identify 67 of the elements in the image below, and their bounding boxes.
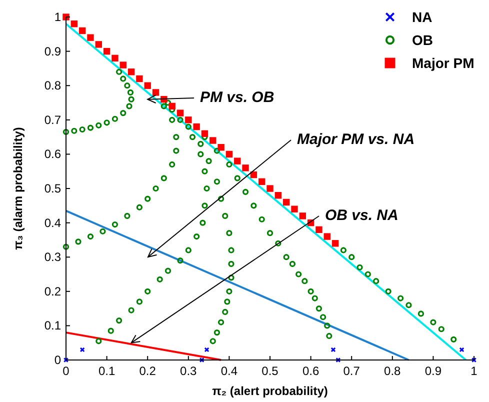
- point: [78, 27, 86, 34]
- x-tick-label: 0.8: [384, 364, 402, 378]
- y-tick-label: 0.9: [44, 44, 62, 58]
- point: [234, 158, 241, 164]
- point: [332, 240, 339, 247]
- point: [330, 347, 336, 352]
- x-tick-label: 0.9: [424, 364, 442, 378]
- point: [120, 62, 126, 68]
- point: [266, 185, 274, 192]
- x-tick-label: 1: [470, 364, 478, 378]
- y-tick-label: 0.5: [44, 182, 62, 196]
- point: [282, 198, 290, 206]
- y-tick-label: 0.2: [44, 284, 62, 298]
- y-tick-label: 0.6: [44, 147, 62, 162]
- point: [168, 102, 176, 110]
- x-tick-label: 0.4: [220, 364, 238, 378]
- point: [136, 75, 143, 82]
- y-tick-label: 0: [54, 353, 62, 367]
- point: [152, 89, 160, 96]
- point: [459, 347, 464, 352]
- point: [176, 110, 184, 116]
- x-tick-label: 0.3: [180, 364, 198, 378]
- point: [336, 357, 341, 363]
- legend-label: OB: [412, 32, 433, 48]
- y-tick-label: 1: [54, 10, 62, 24]
- x-tick-label: 0.5: [262, 364, 279, 378]
- x-axis-title: π₂ (alert probability): [212, 384, 328, 398]
- point: [258, 178, 266, 185]
- point: [204, 347, 210, 352]
- point: [128, 68, 135, 76]
- x-tick-label: 0.6: [302, 364, 320, 378]
- x-tick-label: 0.7: [343, 364, 360, 378]
- point: [70, 20, 78, 28]
- annotation: Major PM vs. NA: [297, 131, 415, 148]
- point: [324, 233, 330, 240]
- y-tick-label: 0.4: [44, 216, 62, 230]
- point: [103, 48, 110, 55]
- point: [291, 206, 298, 212]
- point: [87, 34, 94, 41]
- point: [210, 137, 216, 144]
- point: [274, 192, 282, 199]
- point: [95, 41, 102, 48]
- point: [144, 82, 151, 89]
- point: [63, 357, 69, 363]
- legend-label: NA: [412, 9, 432, 25]
- y-tick-label: 0.7: [44, 112, 62, 127]
- point: [185, 116, 192, 124]
- annotation: OB vs. NA: [325, 207, 398, 224]
- annotation: PM vs. OB: [200, 89, 274, 106]
- point: [242, 164, 249, 172]
- y-axis-title: π₃ (alarm probability): [11, 127, 25, 250]
- point: [218, 144, 224, 151]
- y-tick-label: 0.8: [44, 78, 62, 93]
- point: [80, 347, 85, 352]
- point: [112, 54, 118, 62]
- point: [226, 150, 233, 158]
- point: [316, 226, 322, 234]
- y-tick-label: 0.3: [44, 250, 62, 264]
- x-tick-label: 0.2: [139, 364, 156, 378]
- x-tick-label: 0.1: [98, 364, 116, 378]
- point: [193, 123, 200, 130]
- point: [199, 357, 204, 363]
- point: [299, 212, 306, 220]
- x-tick-label: 0: [62, 364, 70, 378]
- point: [201, 130, 208, 137]
- y-tick-label: 0.1: [44, 318, 62, 333]
- legend-label: Major PM: [412, 55, 474, 71]
